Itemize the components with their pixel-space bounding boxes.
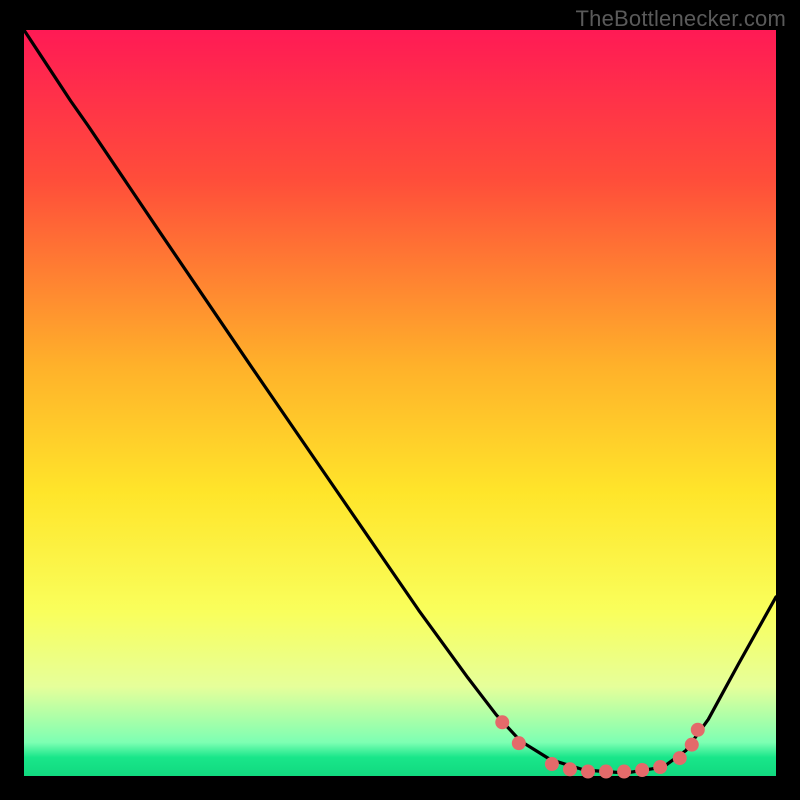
- marker-dot: [545, 757, 559, 771]
- marker-dot: [635, 763, 649, 777]
- marker-dot: [685, 738, 699, 752]
- marker-dot: [581, 765, 595, 779]
- marker-dot: [563, 762, 577, 776]
- chart-container: TheBottlenecker.com: [0, 0, 800, 800]
- watermark-text: TheBottlenecker.com: [576, 6, 786, 32]
- marker-dot: [691, 723, 705, 737]
- marker-dot: [673, 751, 687, 765]
- marker-dot: [512, 736, 526, 750]
- marker-dot: [495, 715, 509, 729]
- marker-dot: [653, 760, 667, 774]
- gradient-background: [24, 30, 776, 776]
- marker-dot: [617, 765, 631, 779]
- marker-dot: [599, 765, 613, 779]
- chart-canvas: [0, 0, 800, 800]
